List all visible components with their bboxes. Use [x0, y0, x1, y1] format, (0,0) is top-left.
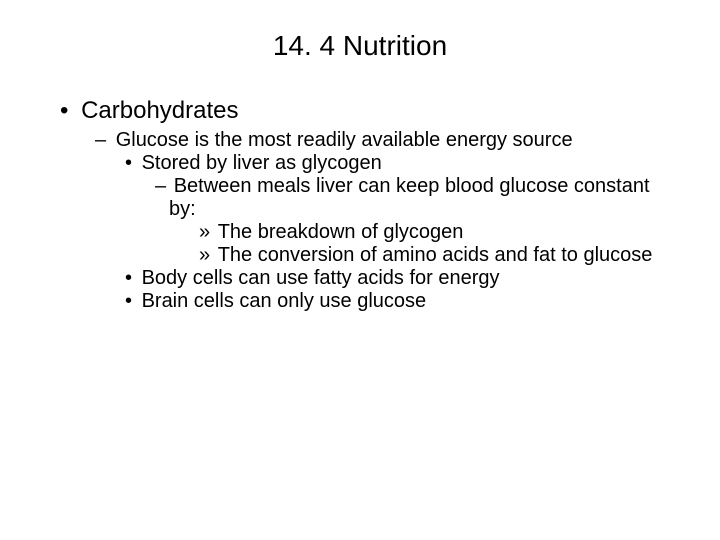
list-item: The breakdown of glycogen	[199, 221, 680, 244]
slide-title: 14. 4 Nutrition	[40, 30, 680, 62]
slide: 14. 4 Nutrition Carbohydrates Glucose is…	[0, 0, 720, 540]
bullet-list-level3: Stored by liver as glycogen Between meal…	[95, 152, 680, 313]
bullet-list-level5: The breakdown of glycogen The conversion…	[169, 221, 680, 267]
l3-text: Brain cells can only use glucose	[142, 290, 427, 312]
list-item: Body cells can use fatty acids for energ…	[125, 267, 680, 290]
l1-text: Carbohydrates	[81, 97, 238, 124]
list-item: Stored by liver as glycogen Between meal…	[125, 152, 680, 267]
l4-text: Between meals liver can keep blood gluco…	[169, 175, 650, 220]
l3-text: Stored by liver as glycogen	[142, 152, 382, 174]
l2-text: Glucose is the most readily available en…	[116, 129, 573, 151]
bullet-list-level1: Carbohydrates Glucose is the most readil…	[40, 97, 680, 313]
list-item: Brain cells can only use glucose	[125, 290, 680, 313]
list-item: The conversion of amino acids and fat to…	[199, 244, 680, 267]
list-item: Carbohydrates Glucose is the most readil…	[60, 97, 680, 313]
l3-text: Body cells can use fatty acids for energ…	[142, 267, 500, 289]
list-item: Between meals liver can keep blood gluco…	[155, 175, 680, 267]
bullet-list-level4: Between meals liver can keep blood gluco…	[125, 175, 680, 267]
list-item: Glucose is the most readily available en…	[95, 129, 680, 313]
bullet-list-level2: Glucose is the most readily available en…	[60, 129, 680, 313]
l5-text: The breakdown of glycogen	[218, 221, 464, 243]
l5-text: The conversion of amino acids and fat to…	[218, 244, 653, 266]
